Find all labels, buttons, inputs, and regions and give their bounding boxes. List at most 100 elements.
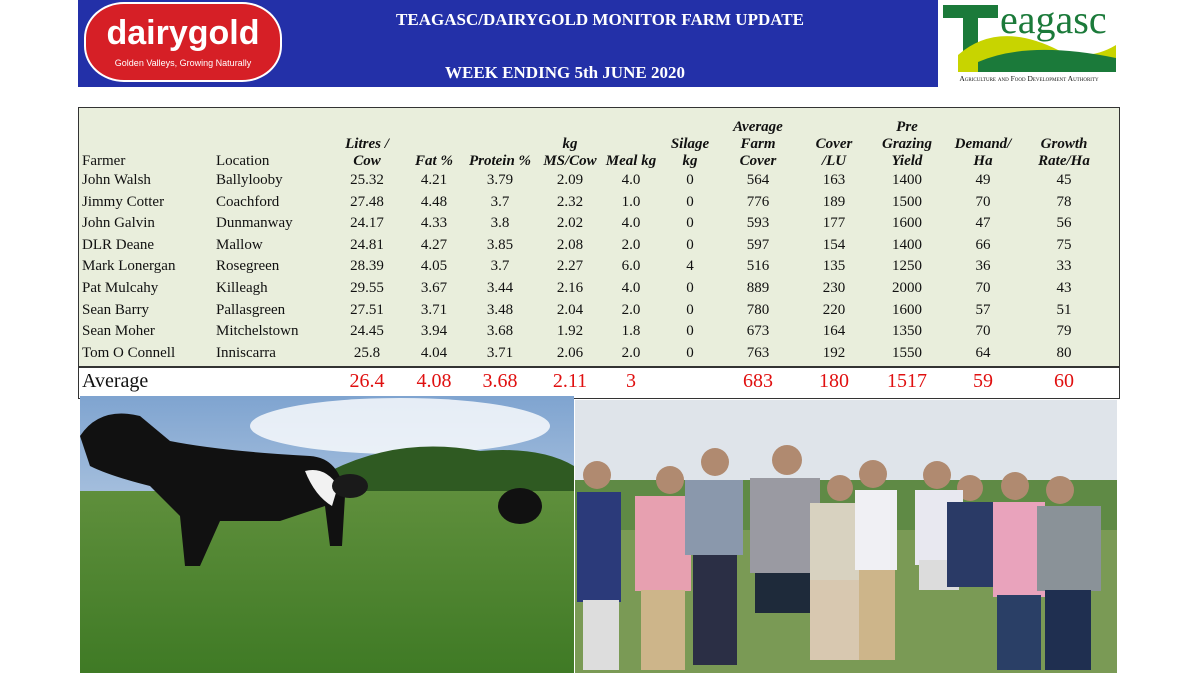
table-cell: 3.68 <box>486 323 514 340</box>
table-cell: Tom O Connell <box>82 344 176 361</box>
table-cell: 2.27 <box>556 258 584 275</box>
table-cell: 3.79 <box>486 172 514 188</box>
table-cell: 776 <box>746 193 770 210</box>
table-cell: 3.85 <box>486 236 514 253</box>
table-cell: 2.04 <box>556 301 584 318</box>
table-cell: 673 <box>746 323 770 340</box>
table-cell: 2.06 <box>556 344 584 361</box>
column-header: Farmer <box>82 153 126 169</box>
table-cell: 3.94 <box>420 323 448 340</box>
average-value: 1517 <box>887 370 927 392</box>
table-cell: 1250 <box>892 258 922 275</box>
table-cell: 79 <box>1056 323 1072 340</box>
average-row <box>78 366 1120 399</box>
column-header: Growth Rate/Ha <box>1038 136 1090 169</box>
table-cell: 3.8 <box>490 215 510 232</box>
table-cell: 189 <box>822 193 846 210</box>
average-value: 180 <box>819 370 849 392</box>
table-cell: 2.0 <box>621 301 641 318</box>
title: TEAGASC/DAIRYGOLD MONITOR FARM UPDATE <box>396 10 804 29</box>
table-cell: 29.55 <box>350 280 384 296</box>
table-cell: 154 <box>822 236 846 253</box>
table-cell: 56 <box>1056 215 1072 232</box>
table-cell: 0 <box>686 344 694 361</box>
table-cell: 70 <box>975 323 991 340</box>
table-cell: Inniscarra <box>216 344 276 361</box>
table-cell: 51 <box>1056 301 1072 318</box>
table-cell: 763 <box>746 344 770 361</box>
table-cell: Coachford <box>216 193 280 210</box>
partner-tagline: Agriculture and Food Development Authori… <box>959 74 1099 83</box>
cow-photo <box>80 396 574 673</box>
column-header: Protein % <box>468 153 532 169</box>
table-cell: 192 <box>822 344 846 361</box>
column-header: Pre Grazing Yield <box>881 119 933 169</box>
table-cell: 2.16 <box>556 280 584 296</box>
table-cell: 66 <box>975 236 991 253</box>
table-body <box>78 107 1120 367</box>
table-cell: 0 <box>686 215 694 232</box>
table-cell: 33 <box>1056 258 1072 275</box>
table-cell: 0 <box>686 193 694 210</box>
table-cell: 889 <box>746 280 770 296</box>
table-cell: 27.48 <box>350 193 384 210</box>
table-cell: 597 <box>746 236 770 253</box>
table-cell: 1600 <box>892 301 922 318</box>
table-cell: 43 <box>1056 280 1072 296</box>
table-cell: Mitchelstown <box>216 323 299 340</box>
table-cell: 564 <box>746 172 770 188</box>
table-cell: 2.0 <box>621 344 641 361</box>
table-cell: 1600 <box>892 215 922 232</box>
subtitle: WEEK ENDING 5th JUNE 2020 <box>445 63 685 82</box>
table-cell: 135 <box>822 258 846 275</box>
table-cell: 2.08 <box>556 236 584 253</box>
table-cell: 0 <box>686 323 694 340</box>
table-cell: Rosegreen <box>216 258 280 275</box>
table-cell: 1.8 <box>621 323 641 340</box>
teagasc-mark <box>943 5 1116 72</box>
table-cell: 4.0 <box>621 280 641 296</box>
column-header: Demand/ Ha <box>954 136 1012 169</box>
table-cell: Jimmy Cotter <box>82 193 165 210</box>
average-value: 4.08 <box>416 370 452 392</box>
average-value: 26.4 <box>349 370 385 392</box>
table-cell: 3.7 <box>490 258 510 275</box>
table-cell: Mark Lonergan <box>82 258 176 275</box>
teagasc-logo: eagasc Agriculture and Food Development … <box>938 0 1120 87</box>
table-cell: 24.17 <box>350 215 384 232</box>
column-header: Silage kg <box>670 136 710 169</box>
table-cell: 516 <box>746 258 770 275</box>
table-cell: Sean Barry <box>82 301 150 318</box>
partner-logo-text: eagasc <box>1000 0 1107 42</box>
column-header: kg MS/Cow <box>543 136 597 169</box>
table-cell: Pat Mulcahy <box>82 280 159 296</box>
table-cell: 6.0 <box>621 258 641 275</box>
column-header: Fat % <box>415 153 453 169</box>
table-cell: 1350 <box>892 323 922 340</box>
column-header: Meal kg <box>605 153 657 169</box>
logo-text: dairygold <box>106 14 260 52</box>
table-cell: 47 <box>975 215 991 232</box>
table-cell: 1400 <box>892 236 922 253</box>
table-cell: 4 <box>686 258 694 275</box>
table-cell: 593 <box>746 215 770 232</box>
table-cell: 177 <box>822 215 846 232</box>
table-cell: 2000 <box>892 280 922 296</box>
column-header: Location <box>216 153 270 169</box>
average-value: 60 <box>1054 370 1074 392</box>
table-cell: 75 <box>1056 236 1072 253</box>
table-cell: 49 <box>975 172 991 188</box>
average-value: 3 <box>626 370 636 392</box>
table-cell: 230 <box>822 280 846 296</box>
table-cell: 1550 <box>892 344 922 361</box>
table-cell: 0 <box>686 236 694 253</box>
table-cell: 2.32 <box>556 193 584 210</box>
group-photo <box>575 400 1117 673</box>
table-cell: DLR Deane <box>82 236 155 253</box>
table-cell: 3.67 <box>420 280 448 296</box>
column-header: Average Farm Cover <box>733 119 783 169</box>
table-cell: 1.0 <box>621 193 641 210</box>
average-value: 3.68 <box>482 370 518 392</box>
table-cell: 4.0 <box>621 215 641 232</box>
table-cell: 1500 <box>892 193 922 210</box>
